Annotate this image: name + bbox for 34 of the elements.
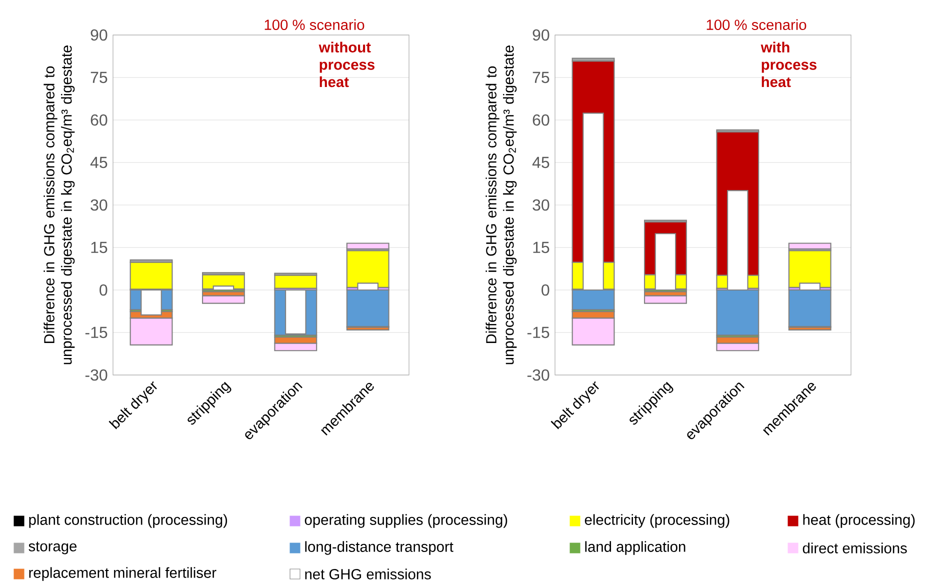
legend-label: storage <box>28 542 77 554</box>
text: 100 % scenario <box>264 19 364 30</box>
y-tick-label: 75 <box>90 72 108 84</box>
y-tick-label: 75 <box>532 72 550 84</box>
legend-label: electricity (processing) <box>584 514 730 528</box>
y-tick-label: 15 <box>533 242 550 254</box>
y-axis-title: Difference in GHG emissions compared to unprocessed digestate in kg CO$_{2}$eq/m³ digestate <box>486 46 517 364</box>
y-tick-label: 15 <box>91 242 108 254</box>
y-tick-label: -30 <box>527 369 550 381</box>
annotation: without process heat <box>318 42 374 88</box>
legend-label: land application <box>585 541 686 555</box>
y-tick-label: 45 <box>90 156 108 168</box>
legend-label: plant construction (processing) <box>29 514 228 528</box>
y-tick-label: 90 <box>532 29 550 41</box>
y-tick-label: 0 <box>100 284 108 296</box>
y-tick-label: 60 <box>90 114 108 126</box>
y-axis-title: Difference in GHG emissions compared to unprocessed digestate in kg CO$_{2}$eq/m³ digestate <box>44 46 75 364</box>
y-tick-label: -15 <box>527 326 550 338</box>
legend-label: heat (processing) <box>803 514 915 528</box>
y-tick-label: 0 <box>542 284 550 296</box>
legend-label: operating supplies (processing) <box>304 514 508 528</box>
text: 100 % scenario <box>706 19 806 30</box>
y-tick-label: 30 <box>532 199 550 211</box>
legend-label: replacement mineral fertiliser <box>29 567 216 581</box>
legend-label: net GHG emissions <box>305 568 431 580</box>
annotation: with process heat <box>760 42 816 88</box>
y-tick-label: 60 <box>532 114 550 126</box>
y-tick-label: 45 <box>532 156 550 168</box>
y-tick-label: 30 <box>90 199 108 211</box>
legend-label: long-distance transport <box>305 541 454 555</box>
legend-label: direct emissions <box>802 542 907 554</box>
y-tick-label: -30 <box>85 369 108 381</box>
y-tick-label: 90 <box>90 29 108 41</box>
y-tick-label: -15 <box>85 326 108 338</box>
